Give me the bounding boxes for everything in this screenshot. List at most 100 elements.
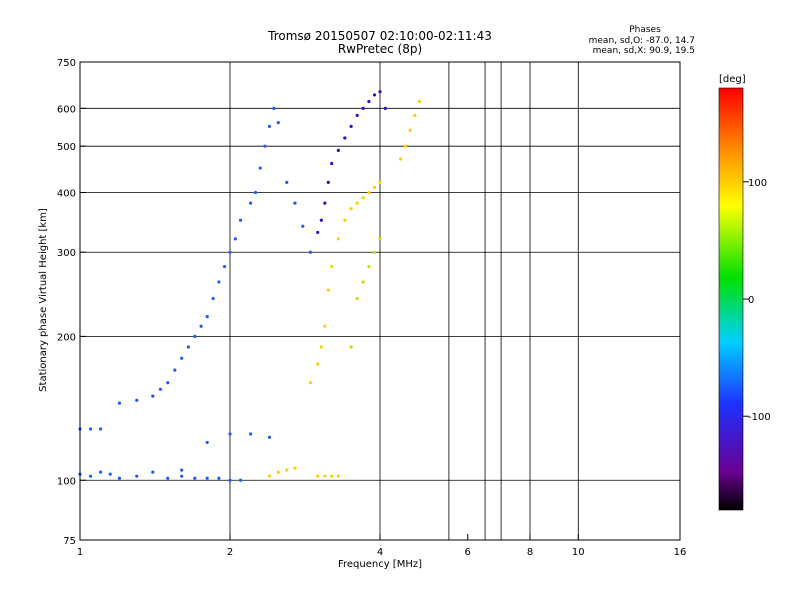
data-point	[249, 201, 253, 205]
data-point	[285, 180, 289, 184]
colorbar-tick-label: 100	[748, 178, 767, 189]
data-point	[158, 387, 163, 391]
y-axis-label: Stationary phase Virtual Height [km]	[38, 208, 49, 392]
data-point	[367, 190, 371, 195]
data-point	[99, 427, 103, 431]
data-point	[330, 161, 334, 166]
data-point	[355, 113, 359, 117]
data-point	[180, 468, 184, 472]
data-point	[166, 476, 170, 480]
data-point	[193, 476, 197, 480]
x-tick-label: 4	[377, 547, 383, 558]
data-point	[308, 250, 313, 254]
data-point	[293, 201, 297, 205]
ticks-layer: 1 2 4 6 8 10 16 75 100 200 300 400 500 600 750	[57, 58, 686, 558]
legend-line-x: mean, sd,X: 90.9, 19.5	[593, 46, 695, 56]
data-point	[372, 250, 377, 254]
x-tick-label: 2	[227, 547, 233, 558]
data-point	[378, 90, 382, 94]
data-point	[180, 474, 184, 478]
data-point	[326, 288, 330, 292]
data-point	[238, 478, 243, 482]
x-axis-label: Frequency [MHz]	[338, 559, 422, 570]
data-point	[367, 264, 371, 269]
data-point	[151, 470, 155, 474]
x-tick-label: 8	[527, 547, 533, 558]
data-point	[417, 99, 422, 104]
data-point	[323, 201, 327, 205]
data-point	[355, 296, 359, 301]
data-point	[316, 474, 320, 478]
data-point	[343, 218, 347, 222]
data-point	[316, 230, 320, 235]
y-tick-label: 500	[57, 142, 76, 153]
data-point	[367, 99, 371, 104]
data-point	[361, 196, 365, 200]
y-tick-label: 300	[57, 248, 76, 259]
chart-title: Tromsø 20150507 02:10:00-02:11:43	[267, 29, 492, 43]
data-point	[233, 237, 237, 241]
data-point	[211, 296, 215, 301]
colorbar	[718, 87, 744, 511]
points-layer	[78, 90, 422, 482]
plot-frame	[79, 61, 681, 541]
data-point	[180, 356, 184, 360]
data-point	[135, 398, 139, 402]
data-point	[413, 113, 417, 117]
data-point	[258, 166, 262, 170]
data-point	[186, 345, 190, 349]
data-point	[276, 470, 280, 474]
x-tick-label: 10	[572, 547, 585, 558]
data-point	[408, 128, 412, 132]
data-point	[293, 466, 297, 470]
colorbar-tick-label: 0	[748, 295, 754, 306]
data-point	[228, 478, 232, 482]
data-point	[135, 474, 139, 478]
data-point	[249, 432, 253, 436]
data-point	[399, 157, 403, 161]
data-point	[238, 218, 243, 222]
grid-layer	[80, 62, 680, 540]
x-tick-label: 1	[77, 547, 83, 558]
data-point	[308, 381, 313, 385]
x-tick-label: 16	[674, 547, 687, 558]
data-point	[263, 144, 267, 148]
data-point	[276, 121, 280, 125]
data-point	[205, 440, 209, 445]
data-point	[217, 476, 221, 480]
colorbar-label: [deg]	[719, 74, 746, 85]
data-point	[349, 207, 353, 211]
y-tick-label: 600	[57, 104, 76, 115]
data-point	[403, 144, 408, 148]
legend-title: Phases	[629, 25, 661, 35]
data-point	[267, 124, 272, 128]
data-point	[205, 315, 209, 319]
y-tick-label: 100	[57, 476, 76, 487]
data-point	[199, 324, 203, 328]
data-point	[378, 237, 382, 241]
data-point	[378, 180, 382, 184]
data-point	[372, 93, 377, 97]
y-tick-label: 200	[57, 332, 76, 343]
data-point	[193, 334, 197, 338]
data-point	[330, 474, 334, 478]
data-point	[173, 368, 177, 372]
data-point	[383, 106, 387, 110]
data-point	[117, 476, 122, 480]
data-point	[343, 136, 347, 140]
data-point	[330, 264, 334, 269]
data-point	[301, 224, 305, 228]
data-point	[151, 394, 155, 398]
data-point	[349, 124, 353, 128]
data-point	[228, 250, 232, 254]
data-point	[253, 190, 258, 195]
data-point	[319, 218, 323, 222]
legend-line-o: mean, sd,O: -87.0, 14.7	[589, 36, 695, 46]
data-point	[361, 280, 365, 284]
data-point	[222, 264, 227, 269]
data-point	[336, 237, 340, 241]
data-point	[316, 362, 320, 366]
y-tick-label: 400	[57, 188, 76, 199]
data-point	[323, 324, 327, 328]
